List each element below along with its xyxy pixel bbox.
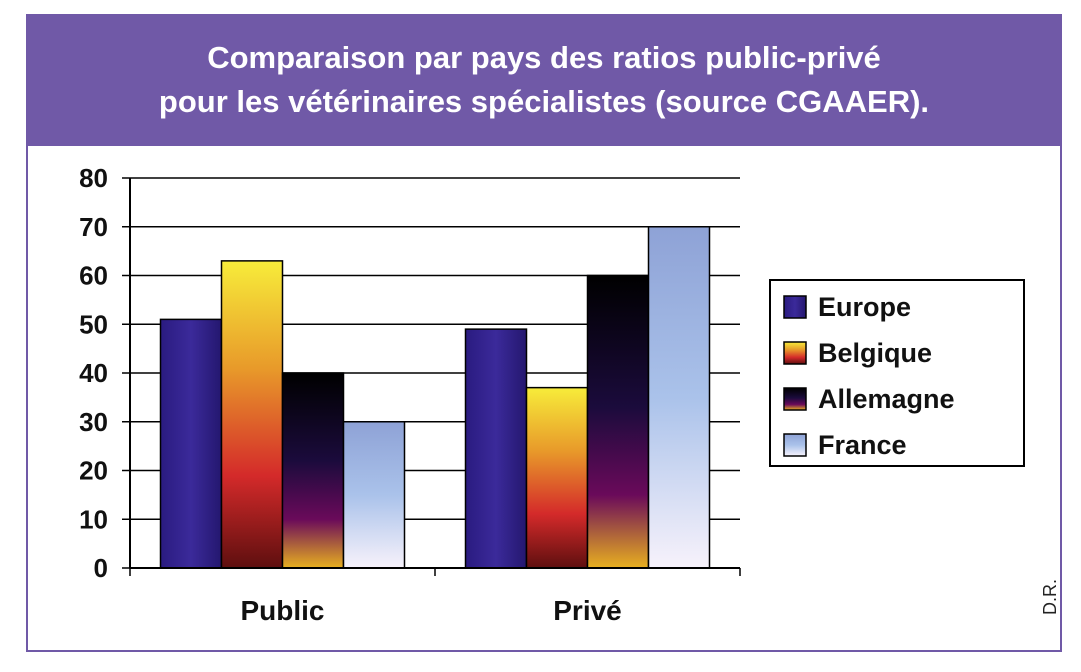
title-line-1: Comparaison par pays des ratios public-p… bbox=[207, 40, 881, 75]
legend-label-france: France bbox=[818, 430, 907, 460]
y-tick-label: 80 bbox=[79, 163, 108, 193]
y-tick-label: 70 bbox=[79, 212, 108, 242]
legend-swatch-europe bbox=[783, 295, 807, 319]
bar-allemagne-1 bbox=[586, 274, 650, 569]
bar-france-0 bbox=[342, 421, 406, 569]
legend-label-europe: Europe bbox=[818, 292, 911, 322]
y-tick-label: 50 bbox=[79, 309, 108, 339]
y-tick-label: 40 bbox=[79, 358, 108, 388]
bar-belgique-0 bbox=[220, 260, 284, 569]
legend-label-allemagne: Allemagne bbox=[818, 384, 955, 414]
legend-box bbox=[769, 279, 1025, 467]
y-tick-label: 30 bbox=[79, 407, 108, 437]
photo-credit: D.R. bbox=[1040, 579, 1060, 615]
title-banner: Comparaison par pays des ratios public-p… bbox=[26, 14, 1062, 146]
bar-belgique-1 bbox=[525, 386, 589, 569]
y-tick-label: 20 bbox=[79, 456, 108, 486]
legend-label-belgique: Belgique bbox=[818, 338, 932, 368]
y-tick-label: 60 bbox=[79, 261, 108, 291]
title-line-2: pour les vétérinaires spécialistes (sour… bbox=[158, 84, 930, 119]
bar-europe-0 bbox=[159, 318, 223, 569]
y-tick-label: 10 bbox=[79, 504, 108, 534]
x-category-label: Privé bbox=[553, 595, 622, 626]
bar-france-1 bbox=[647, 226, 711, 569]
legend-swatch-allemagne bbox=[783, 387, 807, 411]
x-category-label: Public bbox=[240, 595, 324, 626]
legend-swatch-france bbox=[783, 433, 807, 457]
legend-swatch-belgique bbox=[783, 341, 807, 365]
bar-europe-1 bbox=[464, 328, 528, 569]
bar-allemagne-0 bbox=[281, 372, 345, 569]
y-tick-label: 0 bbox=[94, 553, 108, 583]
